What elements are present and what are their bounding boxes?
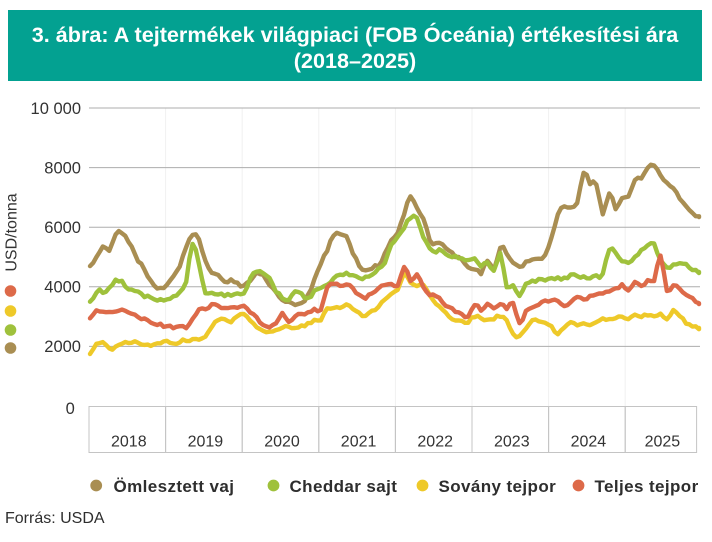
svg-text:USD/tonna: USD/tonna	[4, 193, 21, 271]
svg-text:2023: 2023	[494, 434, 530, 451]
svg-text:Ömlesztett vaj: Ömlesztett vaj	[114, 477, 235, 496]
svg-text:0: 0	[66, 400, 75, 418]
svg-text:2018: 2018	[111, 434, 147, 451]
svg-text:4000: 4000	[44, 279, 81, 297]
svg-text:2025: 2025	[645, 434, 681, 451]
svg-text:Sovány tejpor: Sovány tejpor	[439, 477, 557, 496]
svg-text:8000: 8000	[44, 159, 81, 177]
svg-text:2020: 2020	[264, 434, 300, 451]
svg-text:Cheddar sajt: Cheddar sajt	[290, 477, 398, 496]
svg-text:6000: 6000	[44, 219, 81, 237]
svg-text:2021: 2021	[341, 434, 377, 451]
svg-text:2000: 2000	[44, 338, 81, 356]
svg-text:2019: 2019	[188, 434, 224, 451]
svg-text:Teljes tejpor: Teljes tejpor	[595, 477, 699, 496]
svg-text:10 000: 10 000	[31, 100, 81, 118]
svg-text:Forrás: USDA: Forrás: USDA	[5, 510, 105, 527]
svg-text:2024: 2024	[571, 434, 607, 451]
svg-text:2022: 2022	[417, 434, 453, 451]
